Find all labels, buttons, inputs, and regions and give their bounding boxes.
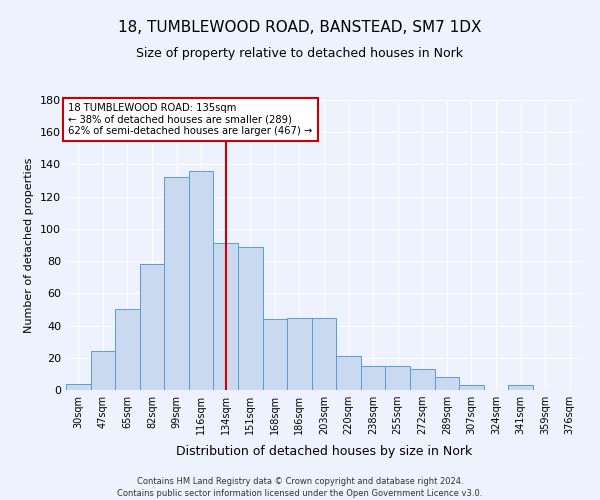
Bar xyxy=(312,318,336,390)
Bar xyxy=(434,377,459,390)
Bar xyxy=(140,264,164,390)
Bar xyxy=(263,319,287,390)
Y-axis label: Number of detached properties: Number of detached properties xyxy=(25,158,34,332)
Bar xyxy=(214,244,238,390)
Bar xyxy=(91,352,115,390)
Bar xyxy=(336,356,361,390)
Bar xyxy=(238,246,263,390)
Bar xyxy=(508,385,533,390)
Bar xyxy=(115,310,140,390)
Text: Size of property relative to detached houses in Nork: Size of property relative to detached ho… xyxy=(137,48,464,60)
Bar xyxy=(189,171,214,390)
Bar xyxy=(287,318,312,390)
Bar xyxy=(385,366,410,390)
Text: Contains public sector information licensed under the Open Government Licence v3: Contains public sector information licen… xyxy=(118,489,482,498)
Text: Contains HM Land Registry data © Crown copyright and database right 2024.: Contains HM Land Registry data © Crown c… xyxy=(137,478,463,486)
Text: 18, TUMBLEWOOD ROAD, BANSTEAD, SM7 1DX: 18, TUMBLEWOOD ROAD, BANSTEAD, SM7 1DX xyxy=(118,20,482,35)
Text: 18 TUMBLEWOOD ROAD: 135sqm
← 38% of detached houses are smaller (289)
62% of sem: 18 TUMBLEWOOD ROAD: 135sqm ← 38% of deta… xyxy=(68,103,313,136)
Bar xyxy=(66,384,91,390)
X-axis label: Distribution of detached houses by size in Nork: Distribution of detached houses by size … xyxy=(176,446,472,458)
Bar xyxy=(164,178,189,390)
Bar xyxy=(459,385,484,390)
Bar xyxy=(410,369,434,390)
Bar xyxy=(361,366,385,390)
